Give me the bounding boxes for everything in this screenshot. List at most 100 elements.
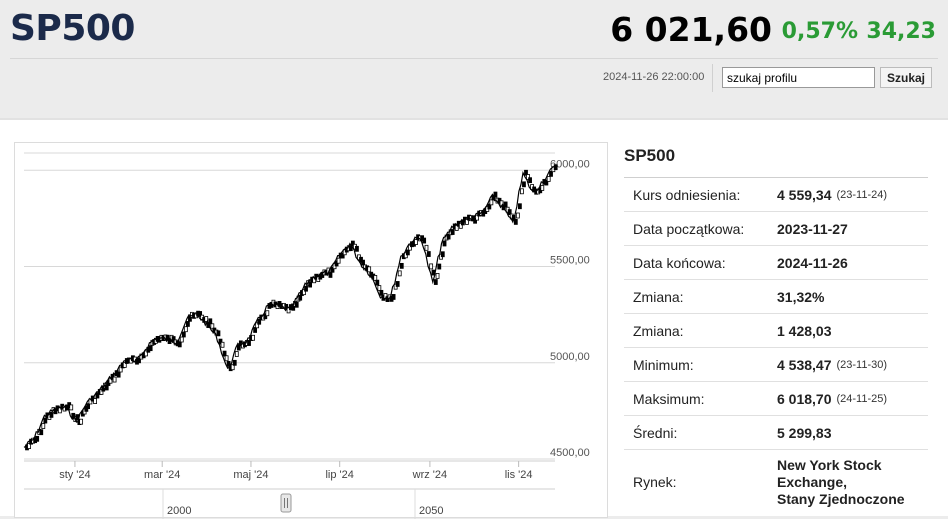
info-row-value: 2023-11-27 [777, 220, 848, 237]
search-divider [712, 64, 713, 92]
candle [148, 345, 153, 352]
candle [397, 270, 402, 277]
market-line: Stany Zjednoczone [777, 490, 905, 507]
info-row-value: 5 299,83 [777, 424, 832, 441]
candle [553, 164, 558, 171]
candle [220, 341, 225, 348]
candle [544, 179, 549, 186]
info-row: Kurs odniesienia: 4 559,34 (23-11-24) [624, 178, 928, 212]
candle [116, 371, 121, 378]
info-row-value: 1 428,03 [777, 322, 832, 339]
info-row: Zmiana: 31,32% [624, 280, 928, 314]
candle [144, 350, 148, 357]
candle [226, 361, 231, 367]
last-price: 6 021,60 [610, 10, 772, 49]
y-tick-label: 4500,00 [550, 447, 590, 459]
candle [112, 376, 117, 383]
info-row: Data początkowa: 2023-11-27 [624, 212, 928, 246]
profile-search-input[interactable] [722, 67, 875, 88]
info-row-label: Średni: [633, 424, 678, 441]
x-tick-label: lip '24 [325, 469, 353, 481]
candle [255, 322, 260, 329]
navigator-handle[interactable] [280, 493, 292, 513]
candle [489, 199, 494, 206]
info-row: Średni: 5 299,83 [624, 416, 928, 450]
info-table: SP500 Kurs odniesienia: 4 559,34 (23-11-24… [624, 146, 928, 514]
candle [340, 252, 345, 259]
candle [422, 237, 427, 244]
candle [216, 330, 221, 337]
x-tick-label: lis '24 [505, 469, 533, 481]
candle [247, 340, 251, 346]
candle [188, 315, 192, 322]
candle [465, 218, 469, 225]
candle [424, 244, 429, 251]
candle [473, 217, 477, 224]
search-button[interactable]: Szukaj [880, 67, 932, 88]
price-chart[interactable]: 4500,00 5000,00 5500,00 6000,00 sty '24 mar '… [14, 142, 608, 519]
candle [39, 429, 44, 436]
candle [336, 257, 341, 264]
candle [513, 219, 518, 225]
candle [137, 357, 141, 364]
candle [122, 362, 127, 368]
market-label: Rynek: [633, 474, 677, 490]
candle [181, 331, 186, 338]
info-row-value: 6 018,70 [777, 390, 832, 407]
x-tick-label: wrz '24 [412, 469, 448, 481]
candle [179, 336, 184, 343]
candle [507, 209, 512, 215]
change-percent: 0,57% [781, 19, 858, 44]
info-row-value: 4 559,34 [777, 186, 832, 203]
candle [437, 263, 442, 270]
candle [86, 403, 91, 410]
candle [251, 334, 255, 341]
header-divider [10, 58, 938, 59]
candle [524, 169, 528, 176]
candle [414, 239, 418, 245]
info-row-label: Data końcowa: [633, 254, 726, 271]
candle [526, 174, 530, 180]
candle [294, 301, 299, 308]
candle [493, 191, 498, 198]
candle [35, 435, 40, 442]
candle [93, 398, 97, 404]
candle [375, 279, 380, 286]
candle [222, 350, 227, 357]
candle [391, 294, 396, 300]
chart-canvas: 4500,00 5000,00 5500,00 6000,00 sty '24 mar '… [23, 152, 590, 519]
candle [263, 313, 268, 320]
candle [265, 310, 270, 317]
content-panel: 4500,00 5000,00 5500,00 6000,00 sty '24 mar '… [0, 118, 948, 519]
candle [520, 188, 524, 195]
info-row-label: Maksimum: [633, 390, 705, 407]
info-row-value: 4 538,47 [777, 356, 832, 373]
info-row-date: (23-11-24) [836, 188, 888, 201]
candle [234, 351, 239, 357]
info-row: Maksimum: 6 018,70 (24-11-25) [624, 382, 928, 416]
candle [367, 266, 372, 273]
candle [429, 263, 434, 270]
candle [257, 318, 262, 325]
y-tick-label: 5500,00 [550, 255, 590, 267]
y-tick-label: 6000,00 [550, 158, 590, 170]
navigator-label: 2000 [167, 505, 191, 517]
candle [408, 244, 412, 251]
info-row: Data końcowa: 2024-11-26 [624, 246, 928, 280]
candle [546, 176, 551, 182]
candle [350, 240, 355, 247]
market-value: New York Stock Exchange, Stany Zjednoczo… [777, 457, 905, 508]
info-row-label: Zmiana: [633, 288, 684, 305]
candle [426, 251, 431, 257]
info-row-label: Data początkowa: [633, 220, 745, 237]
info-row: Zmiana: 1 428,03 [624, 314, 928, 348]
candle [210, 323, 215, 330]
candle [232, 359, 237, 366]
quote-timestamp: 2024-11-26 22:00:00 [603, 71, 705, 83]
info-row-value: 31,32% [777, 288, 825, 305]
candle [177, 341, 182, 348]
candle [540, 185, 545, 191]
candle [186, 321, 190, 327]
info-title: SP500 [624, 146, 928, 178]
ticker-symbol: SP500 [10, 8, 135, 49]
